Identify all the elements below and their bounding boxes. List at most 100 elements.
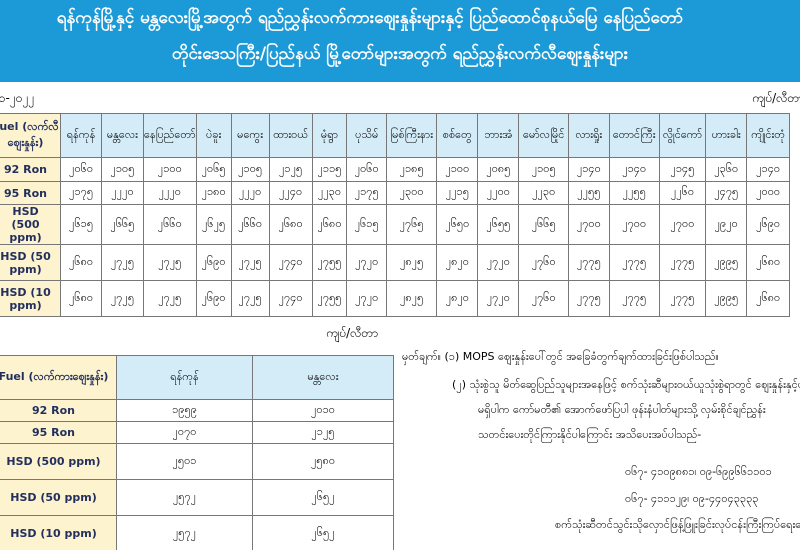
cell: ၂၁၈၀ [195, 181, 232, 205]
cell: ၂၆၆၀ [142, 204, 197, 245]
cell: ၂၁၄၅ [658, 157, 707, 182]
cell: ၂၀၈၅ [477, 157, 520, 182]
cell: HSD (500 ppm) [0, 204, 62, 245]
cell: ၂၆၉၀ [195, 244, 232, 281]
cell: HSD (500 ppm) [0, 443, 117, 480]
cell: ၂၈၂၅ [386, 280, 438, 317]
cell: ၂၇၂၅ [101, 244, 144, 281]
note-line: စက်သုံးဆီတင်သွင်းသိုလှောင်ဖြန့်ဖြူးခြင်း… [555, 518, 800, 531]
cell: ၂၂၃၀ [311, 181, 348, 205]
cell: ၂၁၈၅ [386, 157, 438, 182]
column-header: ရန်ကုန် [60, 113, 103, 158]
cell: ၂၆၅၂ [252, 515, 394, 550]
cell: ၂၂၀၀ [477, 181, 520, 205]
cell: ၂၆၈၀ [268, 204, 313, 245]
cell: ၁၉၅၉ [116, 399, 253, 422]
cell: ၂၀၁၀ [252, 399, 394, 422]
cell: ၂၃၀၀ [386, 181, 438, 205]
cell: ၂၆၈၀ [60, 280, 103, 317]
unit: ကျပ်/လီတာ [752, 91, 800, 105]
cell: ၂၆၆၅ [101, 204, 144, 245]
column-header: မော်လမြိုင် [518, 113, 570, 158]
cell: ၂၀၆၀ [60, 157, 103, 182]
cell: ၂၇၂၅ [101, 280, 144, 317]
cell: ၂၆၁၅ [346, 204, 388, 245]
cell: ၂၁၀၅ [518, 157, 570, 182]
cell: ၂၆၅၂ [252, 479, 394, 516]
cell: 95 Ron [0, 421, 117, 444]
column-header: မကွေး [230, 113, 270, 158]
cell: ၂၂၅၅ [608, 181, 660, 205]
cell: HSD (10 ppm) [0, 515, 117, 550]
note-line: မှတ်ချက်။ (၁) MOPS ဈေးနှုန်းပေါ်တွင် အခြ… [402, 350, 719, 363]
column-header: ပုသိမ် [346, 113, 388, 158]
cell: 92 Ron [0, 399, 117, 422]
cell: HSD (50 ppm) [0, 244, 62, 281]
cell: ၂၆၉၀ [746, 204, 790, 245]
cell: ၂၇၂၅ [230, 244, 270, 281]
cell: ၂၆၅၀ [436, 204, 479, 245]
cell: ၂၅၇၂ [116, 515, 253, 550]
cell: ၂၇၆၀ [518, 280, 570, 317]
row: HSD (500 ppm) ၂၅၀၁ ၂၅၈၀ [0, 443, 394, 480]
cell: ၂၂၅၅ [568, 181, 610, 205]
row: HSD (10 ppm) ၂၅၇၂ ၂၆၅၂ [0, 515, 394, 550]
cell: ၂၆၈၀ [311, 204, 348, 245]
cell: ၂၇၂၀ [477, 280, 520, 317]
column-header: လွိုင်ကော် [658, 113, 707, 158]
column-header: မြစ်ကြီးနား [386, 113, 438, 158]
cell: ၂၇၂၀ [477, 244, 520, 281]
cell: ၂၉၉၅ [705, 280, 748, 317]
cell: ၂၇၂၀ [346, 244, 388, 281]
cell: ၂၇၀၀ [608, 204, 660, 245]
column-header: ထားဝယ် [268, 113, 313, 158]
column-header: Fuel (လက်ကားဈေးနှုန်း) [0, 355, 117, 400]
row: HSD (50 ppm) ၂၅၇၂ ၂၆၅၂ [0, 479, 394, 516]
retail-table: Fuel (လက်လီဈေးနှုန်း)ရန်ကုန်မန္တလေးနေပြည… [0, 113, 790, 317]
wholesale-table: Fuel (လက်ကားဈေးနှုန်း) ရန်ကုန် မန္တလေး 92 R… [0, 355, 394, 550]
row: HSD (500 ppm) ၂၆၁၅ ၂၆၆၅ ၂၆၆၀ ၂၆၂၅ ၂၆၆၀ ၂၆၈၀ ၂၆၈… [0, 204, 790, 245]
cell: ၂၁၇၅ [346, 181, 388, 205]
row: HSD (50 ppm) ၂၆၈၀ ၂၇၂၅ ၂၇၂၅ ၂၆၉၀ ၂၇၂၅ ၂၇၄၀ ၂၇၅၅… [0, 244, 790, 281]
cell: ၂၃၆၀ [705, 157, 748, 182]
cell: ၂၁၂၅ [252, 421, 394, 444]
note-line: သတင်းပေးတိုင်ကြားနိုင်ပါကြောင်း အသိပေးအပ… [478, 428, 702, 441]
cell: ၂၁၀၀ [436, 157, 479, 182]
cell: ၂၁၀၅ [230, 157, 270, 182]
cell: ၂၀၆၀ [346, 157, 388, 182]
cell: ၂၇၆၀ [518, 244, 570, 281]
cell: ၂၆၆၀ [230, 204, 270, 245]
cell: ၂၆၈၀ [60, 244, 103, 281]
column-header: Fuel (လက်လီဈေးနှုန်း) [0, 113, 62, 158]
cell: ၂၆၉၀ [195, 280, 232, 317]
header-row: Fuel (လက်လီဈေးနှုန်း)ရန်ကုန်မန္တလေးနေပြည… [0, 113, 790, 158]
column-header: တောင်ကြီး [608, 113, 660, 158]
cell: ၂၆၂၅ [195, 204, 232, 245]
cell: ၂၅၇၂ [116, 479, 253, 516]
cell: ၂၁၄၀ [568, 157, 610, 182]
cell: 95 Ron [0, 181, 62, 205]
note-line: မရှိပါက ကော်မတီ၏ အောက်ဖော်ပြပါ ဖုန်းနံပါ… [478, 403, 766, 416]
column-header: ရန်ကုန် [116, 355, 253, 400]
cell: ၂၈၂၀ [436, 244, 479, 281]
cell: ၂၇၇၅ [608, 244, 660, 281]
cell: ၂၀၇၀ [116, 421, 253, 444]
column-header: မန္တလေး [252, 355, 394, 400]
cell: ၂၁၄၀ [608, 157, 660, 182]
note-line: ၀၆၇- ၄၁၁၁၂၉၊ ၀၉-၄၄၀၄၃၃၃၃ [625, 492, 759, 505]
cell: ၂၇၄၀ [268, 244, 313, 281]
cell: ၂၇၅၅ [311, 244, 348, 281]
cell: ၂၆၁၅ [60, 204, 103, 245]
cell: 92 Ron [0, 157, 62, 182]
cell: ၂၁၂၅ [268, 157, 313, 182]
column-header: လားရှိုး [568, 113, 610, 158]
column-header: ပဲခူး [195, 113, 232, 158]
cell: ၂၂၄၀ [268, 181, 313, 205]
cell: ၂၇၇၅ [568, 244, 610, 281]
cell: ၂၆၈၀ [746, 280, 790, 317]
cell: ၂၈၂၀ [436, 280, 479, 317]
header: ရန်ကုန်မြို့နှင့် မန္တလေးမြို့အတွက် ရည်ည… [0, 0, 800, 82]
cell: ၂၇၄၀ [268, 280, 313, 317]
column-header: နေပြည်တော် [142, 113, 197, 158]
